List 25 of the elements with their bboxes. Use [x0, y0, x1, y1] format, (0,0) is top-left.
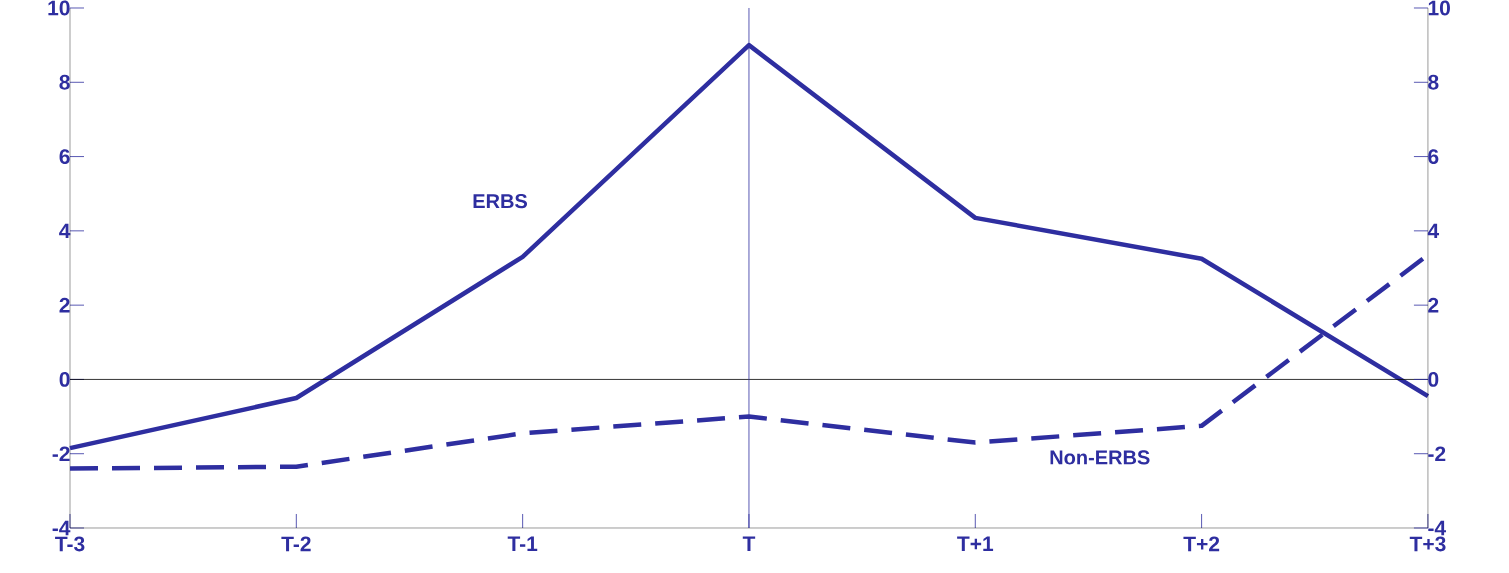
y-tick-label: -4 — [52, 520, 71, 536]
x-tick-label: T+2 — [1183, 536, 1220, 552]
x-tick-label: T-2 — [281, 536, 311, 552]
y-tick-label: 0 — [59, 371, 70, 387]
series-label: Non-ERBS — [1050, 450, 1150, 465]
x-tick-label: T+1 — [957, 536, 994, 551]
x-tick-label: T — [742, 536, 756, 551]
x-tick-label: T-1 — [507, 536, 538, 551]
y2-tick-label: 4 — [1427, 223, 1440, 239]
y2-tick-label: 2 — [1428, 297, 1439, 313]
y2-tick-label: 0 — [1428, 371, 1439, 387]
y-tick-label: 8 — [59, 74, 70, 90]
y-tick-label: 4 — [59, 223, 71, 239]
y-tick-label: 10 — [48, 0, 70, 16]
y-tick-label: 6 — [59, 149, 70, 164]
y2-tick-label: 10 — [1428, 0, 1450, 16]
series-label: ERBS — [473, 194, 528, 209]
y2-tick-label: 8 — [1428, 74, 1439, 90]
y2-tick-label: -2 — [1428, 446, 1446, 462]
y-tick-label: -2 — [52, 446, 70, 462]
y-tick-label: 2 — [59, 297, 70, 313]
y2-tick-label: -4 — [1428, 520, 1447, 536]
y2-tick-label: 6 — [1428, 149, 1439, 164]
x-tick-label: T-3 — [55, 536, 85, 552]
x-tick-label: T+3 — [1409, 536, 1446, 552]
